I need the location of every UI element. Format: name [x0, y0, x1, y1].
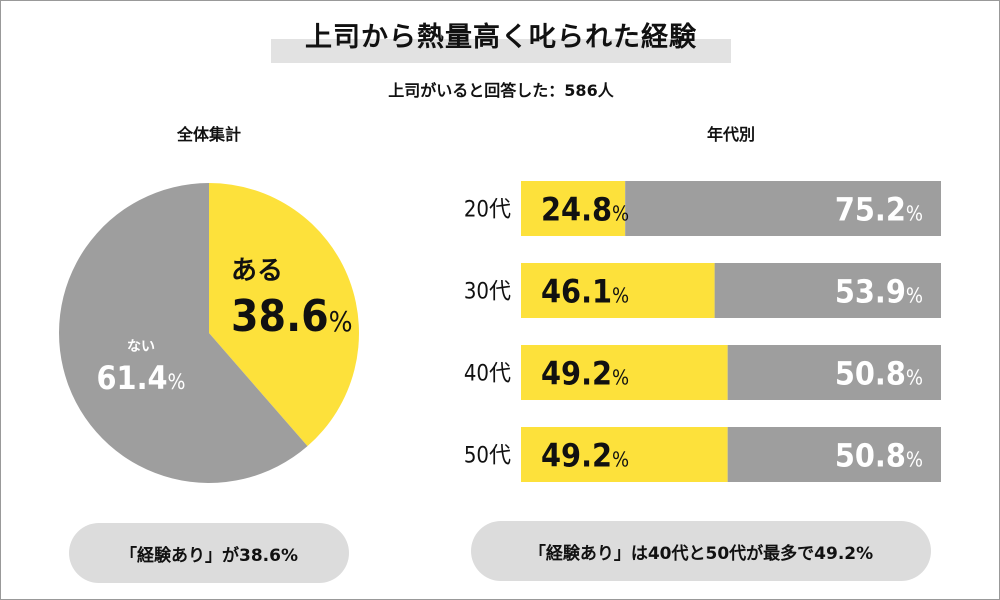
bar-yes: [521, 427, 728, 482]
bar-value-no: 50.8%: [835, 437, 923, 475]
bar-yes: [521, 345, 728, 400]
summary-pill-age: 「経験あり」は40代と50代が最多で49.2%: [471, 521, 931, 581]
bar-yes: [521, 181, 626, 236]
bar-category-label: 30代: [464, 280, 511, 305]
bar-value-no: 75.2%: [835, 191, 923, 229]
pie-slice-no: [59, 183, 308, 483]
pie-chart: ある 38.6% ない 61.4%: [59, 183, 359, 483]
chart-subtitle: 上司がいると回答した：586人: [388, 81, 614, 100]
pie-label-yes: ある: [231, 256, 283, 286]
bar-no: [714, 263, 941, 318]
bar-value-yes: 24.8%: [541, 191, 629, 229]
bar-category-label: 20代: [464, 198, 511, 223]
pie-label-no: ない: [127, 339, 155, 355]
bar-category-label: 40代: [464, 362, 511, 387]
bar-value-yes: 49.2%: [541, 437, 629, 475]
bar-value-no: 53.9%: [835, 273, 923, 311]
pie-section-label: 全体集計: [176, 125, 241, 144]
bar-value-no: 50.8%: [835, 355, 923, 393]
summary-pill-overall: 「経験あり」が38.6%: [69, 523, 349, 583]
age-bar-chart: 20代 24.8% 75.2% 30代 46.1% 53.9% 40代 49.2% 50.8% 5…: [464, 181, 941, 482]
bar-no: [727, 427, 941, 482]
pie-value-yes: 38.6%: [231, 291, 353, 342]
bar-no: [625, 181, 941, 236]
bar-value-yes: 46.1%: [541, 273, 629, 311]
bar-yes: [521, 263, 715, 318]
bar-value-yes: 49.2%: [541, 355, 629, 393]
bar-no: [727, 345, 941, 400]
chart-title: 上司から熱量高く叱られた経験: [305, 22, 697, 53]
bar-category-label: 50代: [464, 444, 511, 469]
title-highlight: [271, 39, 731, 63]
pie-value-no: 61.4%: [97, 359, 186, 397]
bar-section-label: 年代別: [706, 125, 755, 144]
pie-slice-yes: [209, 183, 359, 447]
